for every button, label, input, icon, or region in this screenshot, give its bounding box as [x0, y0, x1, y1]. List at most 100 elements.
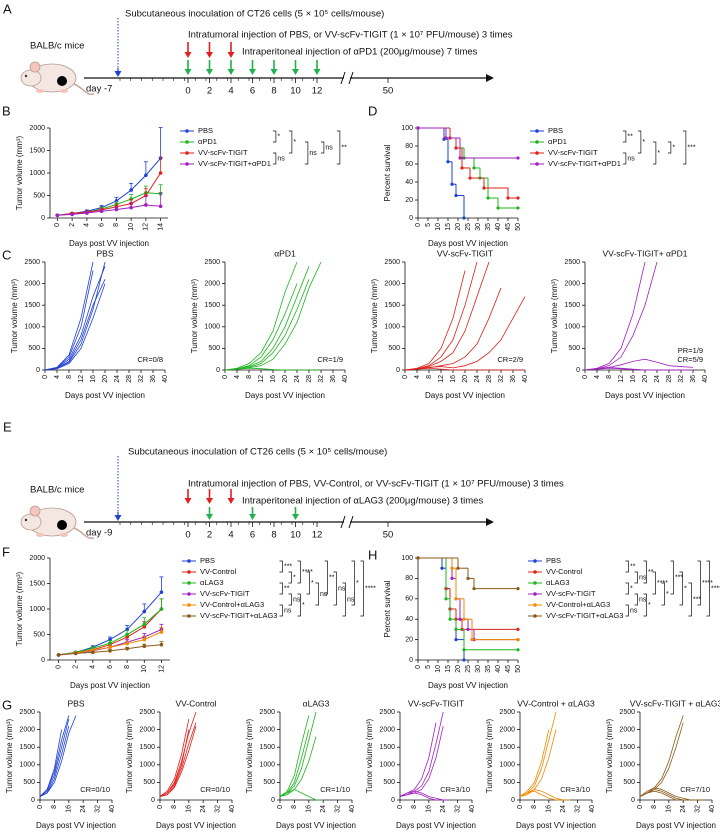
- x-tick-label: 15: [445, 665, 452, 673]
- significance-label: *: [648, 602, 651, 609]
- y-tick-label: 2500: [379, 709, 395, 716]
- marker: [516, 196, 520, 200]
- significance-label: ns: [325, 144, 333, 151]
- marker: [472, 166, 476, 170]
- timeline-arrow-head: [486, 518, 494, 526]
- significance-bracket: [706, 560, 710, 617]
- y-axis-label: Tumor volume (mm³): [125, 718, 134, 793]
- x-tick-label: 8: [651, 805, 658, 809]
- day-label: 50: [383, 86, 394, 97]
- mouse-curve: [404, 296, 526, 371]
- significance-label: **: [648, 569, 654, 576]
- y-tick-label: 2500: [139, 709, 155, 716]
- x-tick-label: 10: [128, 223, 135, 231]
- x-tick-label: 8: [66, 375, 73, 379]
- significance-label: **: [341, 144, 347, 151]
- mouse-curve: [519, 729, 557, 797]
- day-label: 10: [290, 530, 301, 541]
- y-tick-label: 2000: [139, 726, 155, 733]
- day-label: 8: [271, 530, 276, 541]
- day-label: 0: [185, 530, 190, 541]
- x-tick-label: 32: [318, 375, 325, 383]
- mouse-curve: [39, 729, 62, 797]
- marker: [114, 204, 119, 209]
- marker: [99, 209, 104, 214]
- x-tick-label: 4: [90, 665, 97, 669]
- legend-marker: [187, 614, 191, 618]
- y-tick-label: 60: [405, 161, 413, 168]
- x-tick-label: 8: [113, 223, 120, 227]
- mouse-curve: [399, 792, 451, 801]
- marker: [458, 156, 462, 160]
- x-tick-label: 8: [51, 805, 58, 809]
- x-tick-label: 0: [402, 375, 409, 379]
- x-tick-label: 10: [141, 665, 148, 673]
- x-tick-label: 0: [517, 805, 524, 809]
- timeline-text: Intratumoral injection of PBS, or VV-scF…: [188, 30, 513, 41]
- legend-marker: [533, 559, 537, 563]
- x-tick-label: 45: [505, 223, 512, 231]
- significance-label: *: [277, 133, 280, 140]
- x-tick-label: 8: [531, 805, 538, 809]
- x-tick-label: 8: [291, 805, 298, 809]
- y-tick-label: 2000: [204, 280, 220, 287]
- x-tick-label: 6: [98, 223, 105, 227]
- mouse-label: BALB/c mice: [30, 41, 84, 52]
- significance-bracket: [360, 560, 364, 617]
- y-tick-label: 1500: [139, 744, 155, 751]
- y-tick-label: 2500: [19, 709, 35, 716]
- x-tick-label: 16: [66, 805, 73, 813]
- x-tick-label: 36: [690, 375, 697, 383]
- significance-label: ns: [627, 155, 635, 162]
- marker: [108, 641, 112, 645]
- chart-title: VV-Control: [175, 698, 216, 708]
- x-tick-label: 0: [42, 375, 49, 379]
- x-tick-label: 50: [515, 665, 522, 673]
- y-tick-label: 1500: [19, 744, 35, 751]
- x-tick-label: 16: [630, 375, 637, 383]
- chart-title: VV-scFv-TIGIT: [437, 248, 493, 258]
- x-tick-label: 28: [306, 375, 313, 383]
- x-tick-label: 4: [84, 223, 91, 227]
- y-tick-label: 2000: [564, 280, 580, 287]
- marker: [142, 625, 147, 629]
- mouse-icon: [20, 61, 95, 96]
- series-line: [57, 204, 161, 216]
- y-tick-label: 500: [143, 779, 155, 786]
- legend-label: VV-Control+αLAG3: [200, 600, 264, 609]
- arrow-head: [292, 69, 299, 75]
- x-axis-label: Days post VV injection: [36, 821, 116, 830]
- legend-label: VV-scFv-TIGIT: [200, 589, 250, 598]
- significance-bracket: [652, 571, 656, 595]
- x-tick-label: 16: [270, 375, 277, 383]
- x-tick-label: 40: [702, 375, 709, 383]
- x-axis-label: Days post VV injection: [605, 391, 685, 400]
- y-tick-label: 0: [41, 657, 45, 664]
- significance-label: ***: [693, 596, 701, 603]
- significance-label: ns: [309, 150, 317, 157]
- marker: [125, 641, 129, 646]
- marker: [444, 136, 448, 140]
- legend-marker: [533, 570, 537, 574]
- mouse-curve: [279, 788, 324, 801]
- mouse-curve: [44, 261, 106, 371]
- marker: [460, 166, 464, 170]
- y-tick-label: 0: [216, 367, 220, 374]
- legend-marker: [185, 129, 189, 133]
- x-tick-label: 32: [214, 805, 221, 813]
- day-label: 10: [290, 86, 301, 97]
- start-label: day -9: [86, 528, 112, 539]
- legend-label: PBS: [198, 126, 213, 135]
- mouse-curve: [279, 715, 310, 797]
- axis-break: [340, 515, 346, 529]
- y-tick-label: 1000: [29, 606, 45, 613]
- y-tick-label: 1000: [139, 762, 155, 769]
- y-axis-label: Tumor volume (mm³): [15, 571, 24, 646]
- x-tick-label: 16: [546, 805, 553, 813]
- significance-label: ****: [702, 580, 713, 587]
- y-tick-label: 0: [391, 797, 395, 804]
- x-tick-label: 28: [666, 375, 673, 383]
- mouse-curve: [159, 718, 190, 797]
- marker: [114, 207, 119, 212]
